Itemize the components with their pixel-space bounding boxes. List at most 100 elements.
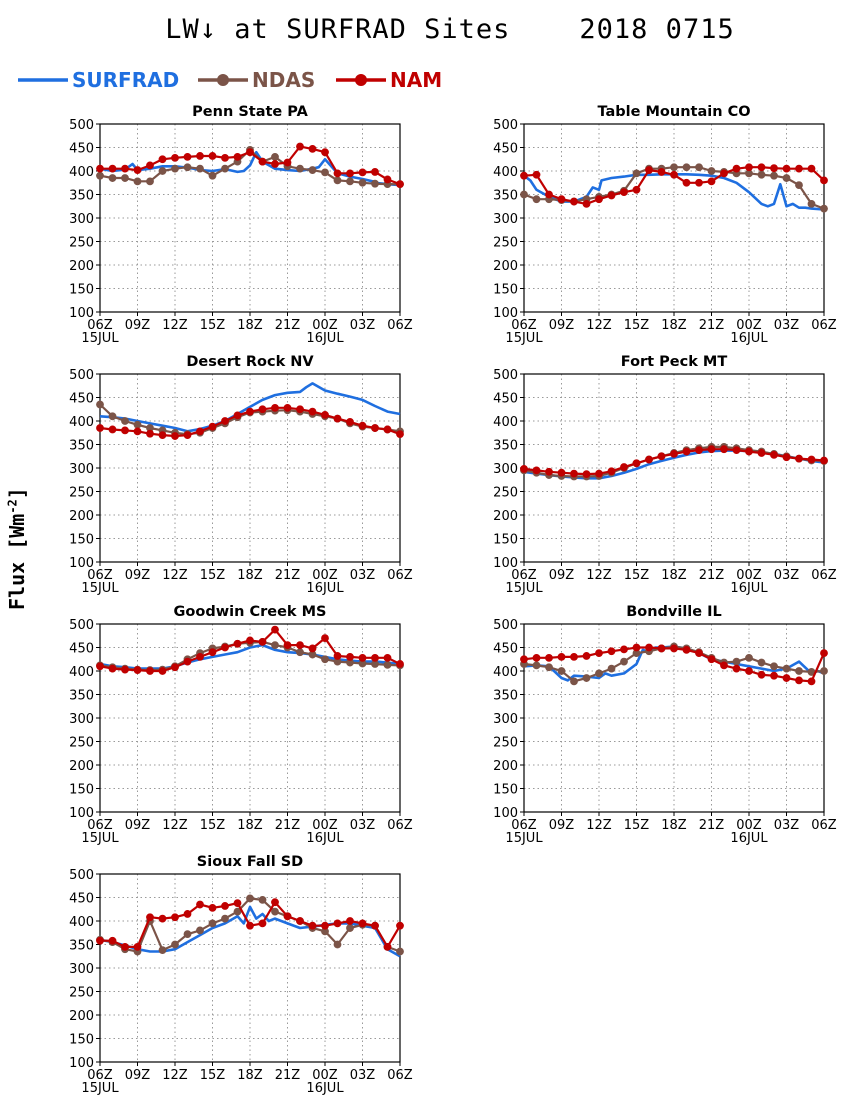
point-ndas xyxy=(183,163,192,172)
legend-label: NAM xyxy=(390,68,443,92)
point-nam xyxy=(208,152,217,160)
point-ndas xyxy=(595,669,603,678)
x-tick-label: 21Z xyxy=(275,568,301,583)
point-ndas xyxy=(271,152,279,161)
point-ndas xyxy=(358,178,367,187)
panel-1: Table Mountain CO 100 150 200 250 300 350 400 45… xyxy=(493,104,837,346)
x-tick-label: 06Z xyxy=(87,568,113,583)
x-tick-label: 00Z xyxy=(312,568,338,583)
x-tick-label: 06Z xyxy=(511,568,537,583)
point-nam xyxy=(582,199,591,208)
point-nam xyxy=(133,942,142,951)
point-nam xyxy=(283,158,292,167)
point-nam xyxy=(346,653,354,661)
point-nam xyxy=(695,178,703,187)
x-tick-label: 00Z xyxy=(736,568,762,583)
point-ndas xyxy=(632,169,641,178)
point-ndas xyxy=(146,177,154,186)
y-tick-label: 150 xyxy=(493,783,518,798)
point-nam xyxy=(682,178,691,187)
point-ndas xyxy=(607,664,616,673)
x-date-label: 16JUL xyxy=(730,581,768,596)
x-date-label: 16JUL xyxy=(306,581,344,596)
y-tick-label: 150 xyxy=(493,533,518,548)
point-nam xyxy=(670,170,678,179)
point-nam xyxy=(121,426,129,435)
point-nam xyxy=(545,653,553,662)
point-nam xyxy=(770,450,778,459)
point-nam xyxy=(632,185,641,194)
point-nam xyxy=(321,148,329,157)
point-nam xyxy=(570,469,578,478)
point-nam xyxy=(158,667,167,675)
x-tick-label: 21Z xyxy=(699,568,725,583)
point-nam xyxy=(108,936,117,945)
x-date-label: 16JUL xyxy=(730,831,768,846)
point-nam xyxy=(258,637,267,646)
point-ndas xyxy=(532,661,541,670)
x-tick-label: 06Z xyxy=(511,818,537,833)
point-ndas xyxy=(682,163,691,172)
y-tick-label: 200 xyxy=(69,1009,94,1024)
point-nam xyxy=(358,653,367,662)
point-nam xyxy=(208,903,217,912)
y-tick-label: 350 xyxy=(493,439,518,454)
point-nam xyxy=(820,176,828,185)
point-nam xyxy=(271,403,279,412)
legend-label: NDAS xyxy=(252,68,316,92)
point-nam xyxy=(308,407,317,416)
point-nam xyxy=(770,164,778,173)
panel-4: Goodwin Creek MS 100 150 200 250 300 350 400 450… xyxy=(69,604,413,846)
panel-title: Desert Rock NV xyxy=(186,354,314,370)
point-nam xyxy=(807,677,816,686)
series-line-surfrad xyxy=(99,150,401,187)
figure-title: LW↓ at SURFRAD Sites 2018 0715 xyxy=(165,14,735,45)
panel-3: Fort Peck MT 100 150 200 250 300 350 400 450 500 0… xyxy=(493,354,837,596)
point-ndas xyxy=(121,417,129,425)
panel-title: Penn State PA xyxy=(192,104,308,120)
point-nam xyxy=(208,648,217,657)
point-nam xyxy=(283,641,292,650)
x-tick-label: 18Z xyxy=(661,318,687,333)
point-nam xyxy=(333,414,342,423)
point-nam xyxy=(732,664,741,673)
y-tick-label: 200 xyxy=(493,759,518,774)
x-tick-label: 18Z xyxy=(661,818,687,833)
point-ndas xyxy=(221,914,229,923)
point-ndas xyxy=(258,895,267,904)
point-nam xyxy=(371,921,379,930)
point-nam xyxy=(682,447,691,456)
y-tick-label: 300 xyxy=(69,962,94,977)
point-nam xyxy=(146,161,154,170)
y-tick-label: 150 xyxy=(69,283,94,298)
x-tick-label: 15Z xyxy=(200,318,226,333)
x-date-label: 15JUL xyxy=(81,331,119,346)
x-tick-label: 00Z xyxy=(312,818,338,833)
point-ndas xyxy=(196,164,204,173)
x-tick-label: 09Z xyxy=(549,318,575,333)
point-nam xyxy=(271,898,279,907)
point-ndas xyxy=(782,664,791,673)
x-date-label: 16JUL xyxy=(730,331,768,346)
point-nam xyxy=(258,157,267,166)
point-ndas xyxy=(296,648,304,657)
point-nam xyxy=(296,405,304,414)
point-nam xyxy=(545,467,553,476)
point-nam xyxy=(820,456,828,465)
point-nam xyxy=(707,177,716,186)
y-tick-label: 450 xyxy=(69,642,94,657)
point-ndas xyxy=(383,660,392,669)
point-nam xyxy=(520,465,528,473)
x-tick-label: 03Z xyxy=(774,568,800,583)
x-tick-label: 06Z xyxy=(811,568,837,583)
y-tick-label: 400 xyxy=(69,665,94,680)
y-tick-label: 450 xyxy=(493,642,518,657)
x-tick-label: 00Z xyxy=(736,818,762,833)
point-nam xyxy=(183,152,192,161)
x-tick-label: 15Z xyxy=(200,568,226,583)
point-nam xyxy=(645,455,653,464)
point-nam xyxy=(283,403,292,412)
x-tick-label: 12Z xyxy=(586,818,612,833)
point-ndas xyxy=(582,674,591,682)
point-ndas xyxy=(208,919,217,928)
